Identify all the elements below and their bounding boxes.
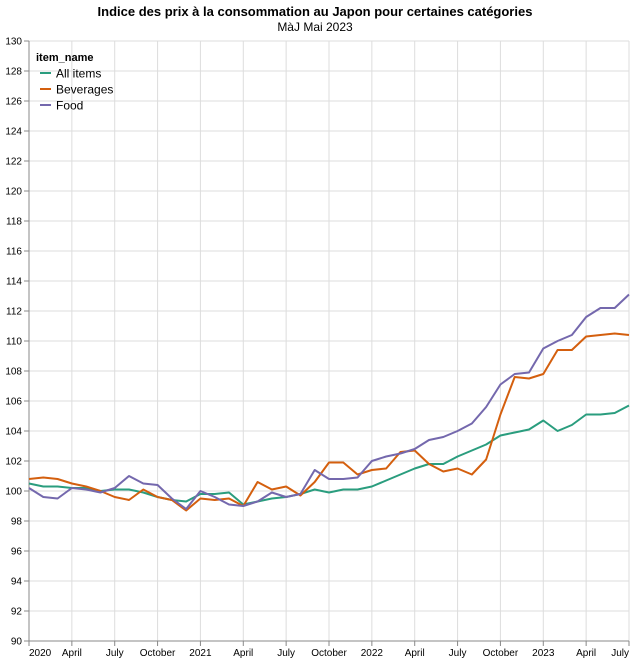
y-tick-label: 100 (5, 487, 22, 498)
legend-title: item_name (36, 52, 93, 64)
y-tick-label: 126 (5, 97, 22, 108)
y-tick-label: 122 (5, 157, 22, 168)
y-tick-label: 98 (11, 517, 23, 528)
series-lines (28, 293, 630, 512)
y-tick-label: 118 (6, 217, 22, 228)
x-tick-label: July (106, 648, 124, 659)
y-tick-label: 116 (6, 247, 22, 258)
x-tick-label: October (311, 648, 347, 659)
x-tick-label: July (277, 648, 295, 659)
legend-label: All items (56, 67, 101, 81)
y-tick-label: 102 (5, 457, 22, 468)
x-tick-label: October (483, 648, 519, 659)
grid-lines (28, 40, 630, 642)
y-tick-label: 106 (5, 397, 22, 408)
legend: item_name All items Beverages Food (36, 52, 113, 113)
x-tick-label: 2023 (532, 648, 555, 659)
y-tick-label: 112 (6, 307, 22, 318)
legend-label: Food (56, 99, 83, 113)
y-tick-label: 90 (11, 637, 23, 648)
y-tick-label: 128 (5, 67, 22, 78)
y-tick-label: 130 (5, 37, 22, 48)
series-line-all-items (28, 404, 630, 506)
y-tick-label: 114 (6, 277, 22, 288)
y-tick-label: 108 (5, 367, 22, 378)
y-tick-label: 104 (5, 427, 22, 438)
y-tick-label: 120 (5, 187, 22, 198)
axes: 90 92 94 96 98 100 102 104 106 108 110 112 114 116 118… (5, 37, 630, 659)
x-tick-label: October (140, 648, 176, 659)
legend-label: Beverages (56, 83, 113, 97)
x-tick-label: April (576, 648, 596, 659)
x-tick-label: 2022 (361, 648, 384, 659)
y-tick-label: 110 (6, 337, 22, 348)
x-tick-label: July (449, 648, 467, 659)
x-tick-label: April (405, 648, 425, 659)
chart-title: Indice des prix à la consommation au Jap… (98, 4, 533, 19)
y-tick-label: 124 (5, 127, 22, 138)
chart-subtitle: MàJ Mai 2023 (277, 20, 353, 34)
x-tick-label: April (62, 648, 82, 659)
series-line-beverages (28, 332, 630, 512)
series-line-food (28, 293, 630, 510)
x-tick-label: 2021 (189, 648, 212, 659)
y-tick-label: 92 (11, 607, 23, 618)
x-tick-label: July (611, 648, 629, 659)
y-tick-label: 94 (11, 577, 23, 588)
y-tick-label: 96 (11, 547, 23, 558)
x-tick-label: April (233, 648, 253, 659)
x-tick-label: 2020 (29, 648, 52, 659)
